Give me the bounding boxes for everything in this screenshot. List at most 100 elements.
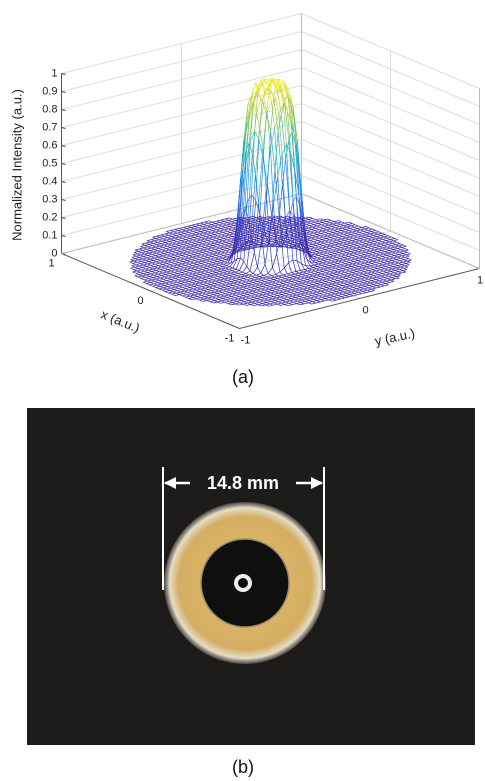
mesh-segment [375, 256, 378, 257]
mesh-segment [396, 252, 400, 253]
mesh-segment [374, 258, 378, 259]
mesh-segment [160, 262, 164, 263]
mesh-segment [298, 292, 302, 293]
mesh-segment [213, 236, 217, 237]
mesh-segment [221, 285, 225, 286]
mesh-segment [356, 231, 359, 232]
mesh-segment [305, 269, 309, 270]
caption-b: (b) [232, 757, 254, 777]
mesh-segment [131, 259, 135, 260]
mesh-segment [401, 258, 404, 259]
mesh-segment [312, 269, 316, 270]
mesh-segment [210, 292, 214, 293]
mesh-segment [150, 284, 154, 285]
mesh-segment [330, 239, 334, 240]
mesh-segment [207, 291, 211, 292]
mesh-segment [396, 276, 400, 277]
mesh-segment [274, 285, 278, 286]
mesh-segment [139, 265, 143, 266]
mesh-segment [379, 248, 383, 249]
mesh-segment [322, 239, 326, 240]
mesh-segment [145, 276, 149, 277]
mesh-segment [301, 276, 305, 277]
mesh-segment [298, 293, 301, 294]
mesh-segment [326, 264, 329, 265]
mesh-segment [377, 276, 381, 277]
mesh-segment [190, 278, 194, 279]
mesh-segment [238, 298, 242, 299]
mesh-segment [346, 278, 349, 279]
mesh-segment [341, 264, 345, 265]
z-tick-label: 0.7 [42, 121, 57, 133]
mesh-segment [384, 236, 388, 237]
mesh-segment [340, 267, 343, 268]
axes-box: 00.10.20.30.40.50.60.70.80.9110-1-101 [42, 14, 483, 347]
mesh-segment [287, 232, 291, 233]
mesh-segment [318, 240, 322, 241]
photo: 14.8 mm [27, 408, 475, 745]
mesh-segment [325, 231, 329, 232]
mesh-segment [276, 298, 279, 299]
mesh-segment [385, 259, 389, 260]
mesh-segment [142, 243, 146, 244]
mesh-segment [241, 291, 245, 292]
mesh-segment [347, 292, 351, 293]
mesh-segment [378, 242, 382, 243]
mesh-segment [327, 244, 331, 245]
mesh-segment [209, 237, 213, 238]
mesh-segment [225, 269, 229, 270]
mesh-segment [358, 252, 361, 253]
z-tick-label: 0.4 [42, 175, 57, 187]
mesh-segment [221, 219, 225, 220]
mesh-segment [305, 292, 309, 293]
mesh-segment [368, 239, 371, 240]
mesh-segment [304, 220, 308, 221]
mesh-segment [194, 262, 198, 263]
mesh-segment [242, 222, 246, 223]
mesh-segment [347, 284, 351, 285]
mesh-segment [316, 269, 319, 270]
mesh-segment [209, 254, 213, 255]
mesh-segment [310, 217, 313, 218]
mesh-segment [257, 289, 261, 290]
mesh-segment [361, 269, 365, 270]
mesh-segment [306, 298, 310, 299]
mesh-segment [386, 257, 390, 258]
mesh-segment [390, 240, 393, 241]
mesh-segment [283, 301, 286, 302]
mesh-segment [391, 262, 395, 263]
mesh-segment [282, 302, 286, 303]
mesh-segment [362, 226, 366, 227]
mesh-segment [332, 251, 336, 252]
mesh-segment [321, 251, 324, 252]
mesh-segment [289, 303, 292, 304]
mesh-segment [388, 270, 391, 271]
mesh-segment [351, 225, 355, 226]
mesh-segment [346, 228, 350, 229]
mesh-segment [317, 225, 321, 226]
mesh-segment [144, 279, 148, 280]
mesh-segment [283, 284, 286, 285]
mesh-segment [288, 289, 291, 290]
mesh-segment [324, 277, 328, 278]
mesh-segment [309, 300, 312, 301]
mesh-segment [348, 291, 351, 292]
mesh-segment [373, 235, 376, 236]
mesh-segment [158, 265, 162, 266]
mesh-segment [194, 228, 198, 229]
mesh-segment [357, 270, 361, 271]
mesh-segment [304, 221, 307, 222]
mesh-segment [183, 235, 187, 236]
mesh-segment [253, 241, 257, 242]
mesh-segment [340, 241, 343, 242]
mesh-segment [380, 286, 384, 287]
mesh-segment [133, 262, 137, 263]
mesh-segment [282, 295, 285, 296]
mesh-segment [324, 234, 328, 235]
mesh-segment [211, 298, 215, 299]
mesh-segment [233, 293, 237, 294]
mesh-segment [224, 278, 228, 279]
mesh-segment [184, 258, 188, 259]
mesh-segment [257, 231, 261, 232]
mesh-segment [238, 240, 242, 241]
